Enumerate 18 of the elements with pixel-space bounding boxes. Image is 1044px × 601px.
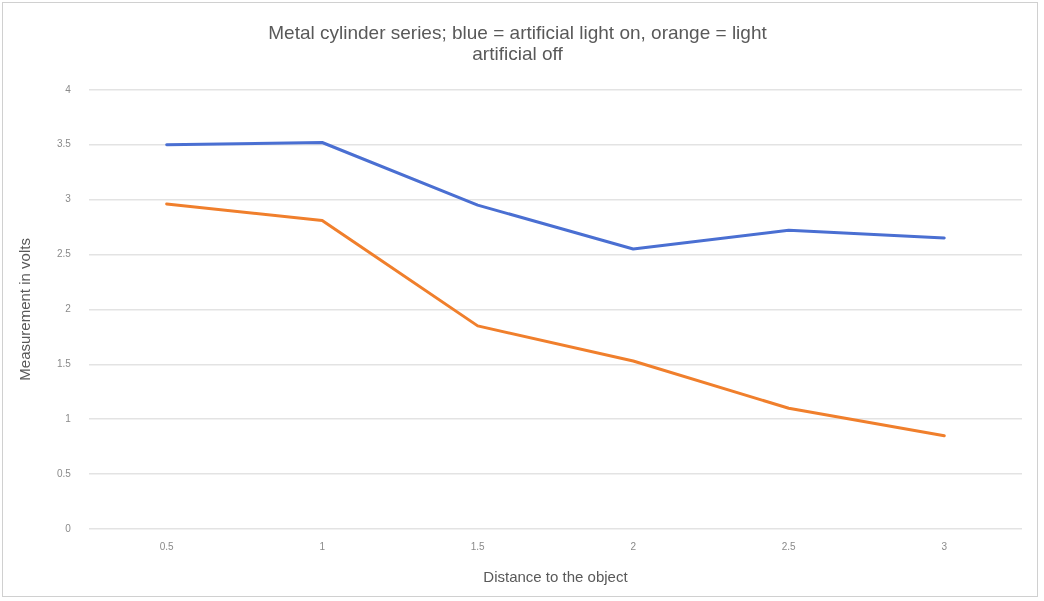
y-tick-label: 3: [65, 193, 72, 205]
x-tick-label: 2: [630, 540, 637, 552]
x-tick-label: 2.5: [781, 540, 797, 552]
y-tick-label: 0: [65, 522, 72, 534]
x-tick-label: 3: [941, 540, 948, 552]
y-tick-label: 2.5: [57, 248, 72, 260]
y-tick-label: 3.5: [57, 138, 72, 150]
x-tick-label: 1.5: [470, 540, 486, 552]
x-tick-label: 0.5: [159, 540, 175, 552]
chart-title: Metal cylinder series; blue = artificial light on, orange = light artificial off: [268, 21, 768, 64]
y-tick-label: 0.5: [57, 467, 72, 479]
y-axis-title: Measurement in volts: [16, 238, 34, 381]
y-tick-label: 1: [65, 412, 72, 424]
x-tick-label: 1: [319, 540, 326, 552]
y-tick-label: 4: [65, 83, 72, 95]
y-tick-label: 2: [65, 303, 72, 315]
y-tick-label: 1.5: [57, 358, 72, 370]
x-axis-title: Distance to the object: [483, 568, 629, 586]
